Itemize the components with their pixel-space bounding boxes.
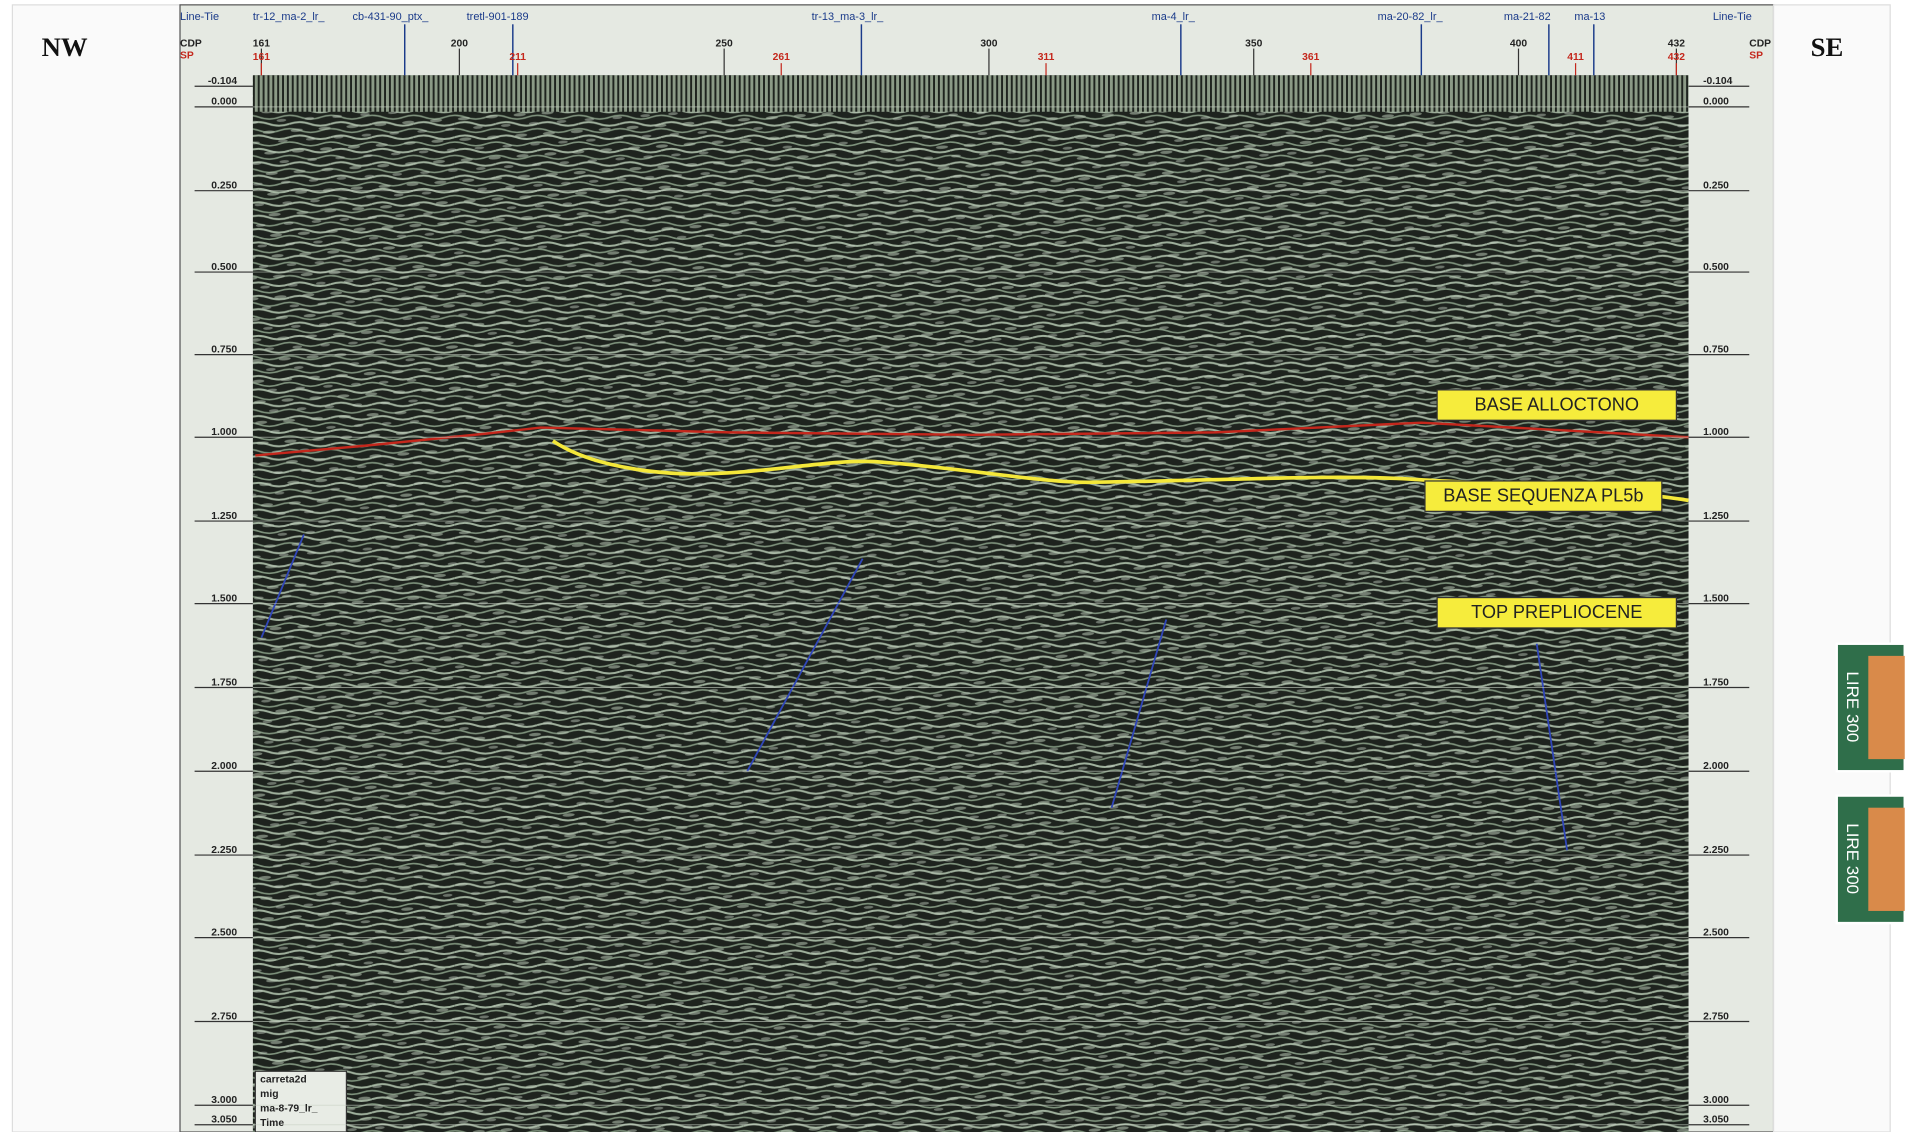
horizon-red bbox=[255, 421, 1689, 457]
sp-tick-label: 432 bbox=[1668, 52, 1685, 63]
time-tick-label: 1.750 bbox=[211, 677, 237, 688]
direction-right: SE bbox=[1811, 32, 1844, 62]
line-tie-label: Line-Tie bbox=[1713, 11, 1752, 23]
cdp-tick-label: 300 bbox=[980, 38, 997, 49]
line-tie-name: tr-13_ma-3_lr_ bbox=[812, 11, 885, 23]
cdp-label: CDP bbox=[180, 38, 202, 49]
sp-tick-label: 411 bbox=[1567, 52, 1584, 63]
time-tick-label: 0.000 bbox=[1703, 97, 1729, 108]
time-tick-label: 1.500 bbox=[1703, 594, 1729, 605]
time-tick-label: 2.000 bbox=[1703, 761, 1729, 772]
info-text: mig bbox=[260, 1089, 278, 1100]
line-tie-name: tr-12_ma-2_lr_ bbox=[253, 11, 326, 23]
time-tick-label: 3.000 bbox=[1703, 1095, 1729, 1106]
info-text: Time bbox=[260, 1118, 284, 1129]
cdp-tick-label: 200 bbox=[451, 38, 468, 49]
sp-tick-label: 261 bbox=[773, 52, 790, 63]
time-tick-label: 1.750 bbox=[1703, 677, 1729, 688]
time-tick-label: 2.000 bbox=[211, 761, 237, 772]
time-tick-label: 0.750 bbox=[211, 345, 237, 356]
line-tie-name: tretl-901-189 bbox=[467, 11, 529, 23]
cdp-tick-label: 250 bbox=[716, 38, 733, 49]
info-box bbox=[254, 1070, 348, 1132]
line-tie-name: ma-4_lr_ bbox=[1152, 11, 1196, 23]
time-tick-label: 1.250 bbox=[1703, 511, 1729, 522]
sp-label: SP bbox=[1749, 51, 1763, 62]
line-tie-label: Line-Tie bbox=[180, 11, 219, 23]
line-tie-name: ma-13 bbox=[1574, 11, 1605, 23]
direction-left: NW bbox=[42, 32, 88, 62]
stamp-text: LIRE 300 bbox=[1843, 823, 1862, 894]
cdp-tick-label: 350 bbox=[1245, 38, 1262, 49]
stamp-portrait bbox=[1868, 655, 1905, 760]
time-tick-label: 3.050 bbox=[1703, 1115, 1729, 1126]
trace-header-band bbox=[252, 75, 1689, 112]
time-tick-label: 0.750 bbox=[1703, 345, 1729, 356]
cdp-tick-label: 400 bbox=[1510, 38, 1527, 49]
time-tick-label: 2.250 bbox=[211, 845, 237, 856]
time-tick-label: 1.500 bbox=[211, 594, 237, 605]
sp-tick-label: 161 bbox=[253, 52, 270, 63]
horizon-label-box bbox=[1436, 596, 1678, 629]
time-tick-label: 2.250 bbox=[1703, 845, 1729, 856]
time-tick-label: 3.000 bbox=[211, 1095, 237, 1106]
sp-label: SP bbox=[180, 51, 194, 62]
faults bbox=[260, 534, 1568, 851]
time-tick-label: 0.250 bbox=[1703, 181, 1729, 192]
time-tick-label: 2.750 bbox=[1703, 1011, 1729, 1022]
cdp-tick-label: 161 bbox=[253, 38, 270, 49]
stamp-text: LIRE 300 bbox=[1843, 671, 1862, 742]
line-tie-name: ma-20-82_lr_ bbox=[1378, 11, 1444, 23]
fault bbox=[1110, 619, 1168, 808]
line-tie-name: cb-431-90_ptx_ bbox=[352, 11, 429, 23]
time-tick-label: 0.500 bbox=[1703, 262, 1729, 273]
time-tick-label: 0.500 bbox=[211, 262, 237, 273]
horizon-label-box bbox=[1436, 389, 1678, 421]
cdp-tick-label: 432 bbox=[1668, 38, 1685, 49]
info-text: carreta2d bbox=[260, 1074, 306, 1085]
line-tie-name: ma-21-82 bbox=[1504, 11, 1551, 23]
time-tick-label: 1.250 bbox=[211, 511, 237, 522]
fault bbox=[260, 534, 305, 639]
time-tick-label: 3.050 bbox=[211, 1115, 237, 1126]
time-tick-label: -0.104 bbox=[1703, 76, 1733, 87]
horizon-label-box bbox=[1424, 480, 1663, 512]
horizon-label: BASE SEQUENZA PL5b bbox=[1443, 486, 1643, 506]
time-tick-label: 2.500 bbox=[211, 928, 237, 939]
left-margin bbox=[11, 4, 181, 1132]
stamp-portrait bbox=[1868, 807, 1905, 911]
time-tick-label: 1.000 bbox=[211, 427, 237, 438]
fault bbox=[746, 558, 864, 772]
right-margin bbox=[1772, 4, 1891, 1132]
sp-tick-label: 361 bbox=[1302, 52, 1319, 63]
time-tick-label: 2.500 bbox=[1703, 928, 1729, 939]
time-tick-label: 0.250 bbox=[211, 181, 237, 192]
sp-tick-label: 211 bbox=[509, 52, 526, 63]
info-text: ma-8-79_lr_ bbox=[260, 1104, 318, 1115]
time-tick-label: 0.000 bbox=[211, 97, 237, 108]
fault bbox=[1535, 643, 1568, 851]
sp-tick-label: 311 bbox=[1038, 52, 1055, 63]
horizon-label: BASE ALLOCTONO bbox=[1474, 394, 1639, 414]
time-tick-label: 2.750 bbox=[211, 1011, 237, 1022]
cdp-label: CDP bbox=[1749, 38, 1771, 49]
time-tick-label: -0.104 bbox=[208, 76, 238, 87]
horizon-label: TOP PREPLIOCENE bbox=[1471, 602, 1642, 622]
time-tick-label: 1.000 bbox=[1703, 427, 1729, 438]
